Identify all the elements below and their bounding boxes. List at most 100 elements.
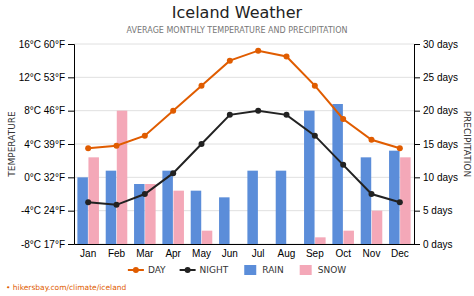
title: Iceland Weather [172,3,303,22]
legend-item: RAIN [244,265,283,276]
tick: Jun [222,248,238,259]
tick: -8°C 17°F [21,239,74,250]
tick: Feb [108,248,126,259]
tick-label: 5 days [423,205,452,216]
tick: May [192,248,211,259]
tick-label: 25 days [423,72,458,83]
bar [276,171,287,244]
axis: JanFebMarAprMayJunJulAugSepOctNovDec [75,245,415,260]
legend-item: SNOW [300,265,347,276]
tick-mark [68,144,74,145]
tick-label: -8°C 17°F [21,239,65,250]
tick-label: 0 days [423,239,452,250]
point [340,116,346,122]
tick-label: -4°C 24°F [21,205,65,216]
legend-swatch [133,267,139,273]
tick-label: Dec [391,248,409,259]
axis-line [415,45,421,245]
point [397,199,403,205]
tick: Aug [278,248,296,259]
plot-area [77,48,410,244]
tick: Nov [363,248,381,259]
legend: DAYNIGHTRAINSNOW [128,265,346,276]
point [284,54,290,60]
tick-label: 30 days [423,39,458,50]
tick-mark [68,211,74,212]
tick-mark [68,44,74,45]
point [114,202,120,208]
axis-title: TEMPERATURE [7,111,17,178]
tick: 12°C 53°F [19,72,74,83]
bar [219,197,230,244]
point [170,108,176,114]
chart: JanFebMarAprMayJunJulAugSepOctNovDec-8°C… [0,0,474,296]
bar [247,171,258,244]
tick: Jul [252,248,265,259]
tick-label: 20 days [423,105,458,116]
point [85,199,91,205]
tick-label: Apr [165,248,181,259]
tick-label: 4°C 39°F [24,139,65,150]
point [142,133,148,139]
point [397,145,403,151]
legend-label: DAY [148,265,166,275]
tick: 30 days [414,39,458,50]
line-series [85,108,403,208]
point [199,141,205,147]
tick-label: 16°C 60°F [19,39,65,50]
line [88,111,400,205]
bar [315,237,326,244]
axis: -8°C 17°F -4°C 24°F 0°C 32°F 4°C 39°F 8°C 46… [19,39,75,250]
point [369,137,375,143]
tick: 16°C 60°F [19,39,74,50]
bar [106,171,117,244]
tick: 4°C 39°F [24,139,74,150]
point [142,191,148,197]
tick-label: 10 days [423,172,458,183]
bar [332,104,343,244]
legend-label: RAIN [262,265,283,275]
legend-swatch [300,265,312,275]
bar [287,244,298,245]
tick-mark [68,244,74,245]
tick: 0 days [414,239,452,250]
tick: 5 days [414,205,452,216]
tick: 8°C 46°F [24,105,74,116]
bar [389,151,400,244]
bar [173,191,184,244]
legend-item: DAY [128,265,166,275]
point [199,83,205,89]
bar [202,231,213,244]
bar [361,157,372,244]
point [284,112,290,118]
tick-label: Jan [80,248,96,259]
point [255,48,261,54]
tick-mark [68,111,74,112]
tick-label: 12°C 53°F [19,72,65,83]
tick: Sep [306,248,324,259]
tick-mark [414,77,420,78]
point [340,162,346,168]
tick-label: 0°C 32°F [24,172,65,183]
tick-mark [68,77,74,78]
axis-line [75,244,415,245]
tick: Dec [391,248,409,259]
tick: 20 days [414,105,458,116]
tick-label: Sep [306,248,324,259]
tick-mark [414,211,420,212]
bar [162,171,173,244]
point [255,108,261,114]
bar [372,211,383,244]
tick: 15 days [414,139,458,150]
point [227,58,233,64]
bar [77,177,88,244]
point [369,191,375,197]
annotation: • hikersbay.com/climate/iceland [6,283,127,292]
tick: -4°C 24°F [21,205,74,216]
tick-label: Jul [252,248,265,259]
legend-label: SNOW [318,265,347,275]
tick: Apr [165,248,181,259]
tick-label: 8°C 46°F [24,105,65,116]
grid-line [74,44,414,45]
tick-mark [414,111,420,112]
